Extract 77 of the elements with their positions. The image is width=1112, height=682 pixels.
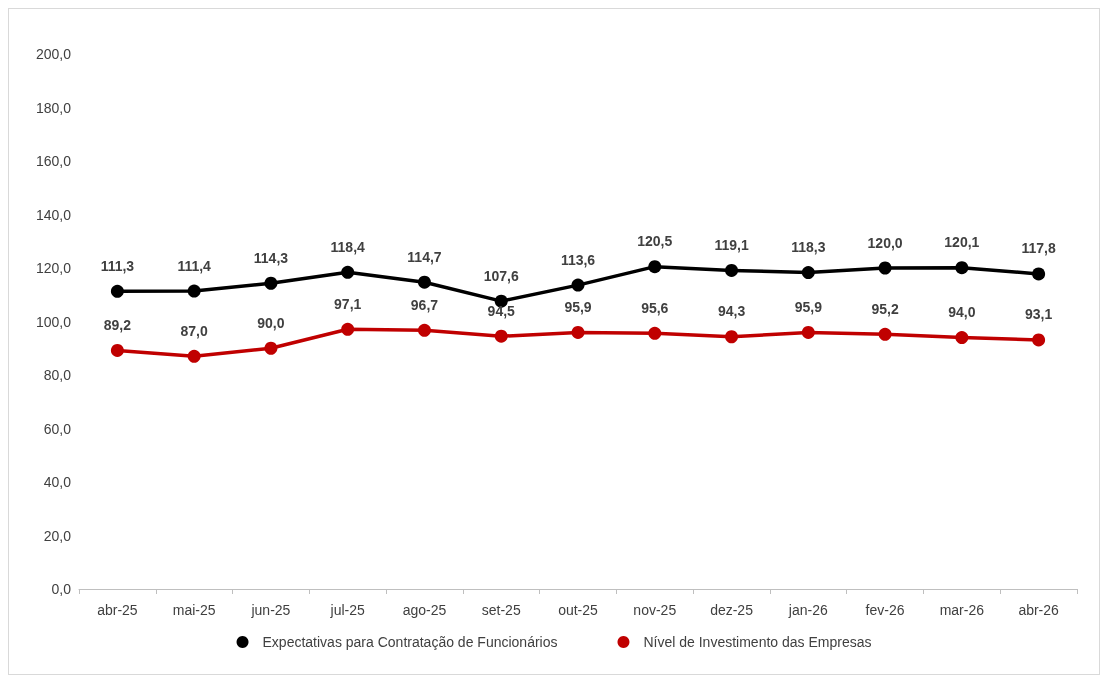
y-tick-label: 140,0	[35, 206, 72, 223]
data-label: 95,6	[641, 299, 669, 316]
point	[955, 261, 969, 275]
x-tick-label: jul-25	[329, 602, 366, 618]
y-tick-label: 100,0	[35, 313, 72, 330]
legend-label: Nível de Investimento das Empresas	[643, 634, 872, 650]
point	[1032, 267, 1046, 281]
y-tick-label: 200,0	[35, 46, 72, 62]
point	[110, 284, 124, 298]
data-label: 89,2	[103, 316, 132, 333]
y-tick-label: 120,0	[35, 260, 72, 276]
data-label: 94,3	[717, 303, 746, 320]
x-tick-label: jun-25	[250, 602, 291, 618]
y-tick-label: 160,0	[35, 153, 72, 169]
point	[571, 325, 585, 339]
data-label: 94,0	[948, 304, 976, 321]
y-tick-label: 40,0	[43, 474, 72, 490]
y-tick-label: 0,0	[51, 581, 72, 597]
x-tick-label: dez-25	[710, 602, 754, 618]
data-label: 118,3	[791, 239, 826, 256]
x-tick-label: nov-25	[633, 602, 677, 618]
y-tick-label: 80,0	[43, 367, 72, 383]
x-tick-label: ago-25	[402, 602, 447, 618]
data-label: 95,2	[871, 300, 899, 317]
point	[878, 327, 892, 341]
point	[801, 266, 815, 280]
point	[1032, 333, 1046, 347]
point	[725, 330, 739, 344]
point	[494, 329, 508, 343]
data-label: 97,1	[334, 295, 362, 312]
data-label: 90,0	[257, 314, 285, 331]
x-tick-label: mai-25	[172, 602, 216, 618]
data-label: 120,5	[637, 233, 673, 250]
legend-label: Expectativas para Contratação de Funcionários	[262, 634, 558, 650]
point	[264, 276, 278, 290]
point	[725, 263, 739, 277]
data-label: 120,0	[867, 234, 903, 251]
x-tick-label: jan-26	[787, 602, 828, 618]
data-label: 94,5	[487, 302, 516, 319]
point	[648, 326, 662, 340]
y-tick-label: 60,0	[43, 420, 72, 437]
data-label: 114,3	[253, 249, 289, 266]
point	[571, 278, 585, 292]
point	[341, 265, 355, 279]
y-tick-label: 20,0	[43, 527, 72, 544]
data-label: 111,4	[177, 257, 212, 274]
data-label: 113,6	[560, 251, 596, 268]
data-label: 117,8	[1021, 240, 1056, 257]
data-label: 118,4	[330, 238, 366, 255]
data-label: 95,9	[564, 298, 592, 315]
x-tick-label: out-25	[558, 602, 599, 618]
point	[878, 261, 892, 275]
point	[110, 343, 124, 357]
point	[801, 325, 815, 339]
point	[417, 275, 431, 289]
point	[417, 323, 431, 337]
data-label: 93,1	[1024, 306, 1053, 323]
data-label: 95,9	[794, 298, 823, 315]
x-tick-label: abr-26	[1018, 602, 1060, 618]
data-label: 114,7	[407, 248, 442, 265]
point	[264, 341, 278, 355]
data-label: 119,1	[714, 236, 749, 253]
point	[187, 349, 201, 363]
data-label: 96,7	[410, 296, 439, 313]
x-tick-label: mar-26	[939, 602, 985, 618]
point	[955, 331, 969, 345]
x-tick-label: abr-25	[97, 602, 138, 618]
point	[187, 284, 201, 298]
data-label: 87,0	[180, 322, 208, 339]
data-label: 120,1	[944, 234, 980, 251]
x-tick-label: set-25	[481, 602, 521, 618]
point	[341, 322, 355, 336]
data-label: 111,3	[100, 257, 135, 274]
y-tick-label: 180,0	[35, 99, 72, 116]
data-label: 107,6	[483, 267, 519, 284]
x-tick-label: fev-26	[865, 602, 905, 618]
point	[648, 260, 662, 274]
